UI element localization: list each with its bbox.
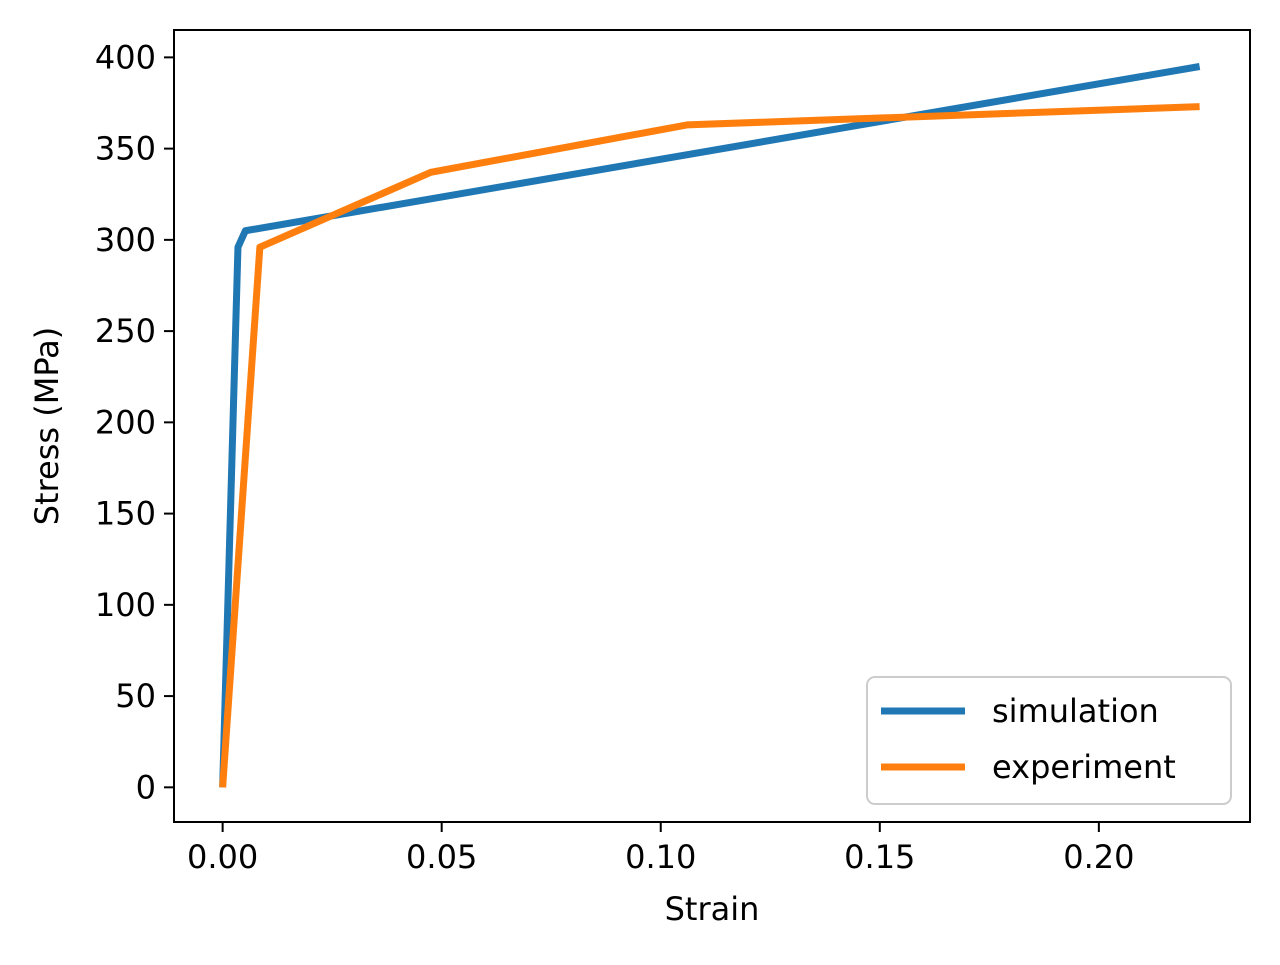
plot-area xyxy=(219,63,1201,788)
x-tick-label: 0.15 xyxy=(844,838,915,876)
x-tick-label: 0.05 xyxy=(406,838,477,876)
y-tick-label: 250 xyxy=(95,312,156,350)
y-tick-label: 150 xyxy=(95,495,156,533)
series-line-experiment xyxy=(219,103,1200,788)
y-tick-label: 400 xyxy=(95,38,156,76)
x-axis-label: Strain xyxy=(665,890,760,928)
axes-frame xyxy=(173,29,1251,823)
y-tick-label: 50 xyxy=(115,677,156,715)
y-tick-label: 0 xyxy=(136,768,156,806)
y-tick-label: 350 xyxy=(95,130,156,168)
x-tick-label: 0.10 xyxy=(625,838,696,876)
y-tick-label: 200 xyxy=(95,403,156,441)
axis-ticks: 0.00 0.05 0.10 0.15 0.20 0 50 100 150 200 250 300 35… xyxy=(95,38,1135,876)
legend-label-experiment: experiment xyxy=(992,748,1176,786)
y-axis-label: Stress (MPa) xyxy=(28,327,66,526)
legend-label-simulation: simulation xyxy=(992,692,1159,730)
y-tick-label: 100 xyxy=(95,586,156,624)
y-tick-label: 300 xyxy=(95,221,156,259)
legend: simulation experiment xyxy=(866,676,1232,805)
series-line-simulation xyxy=(219,63,1201,788)
x-tick-label: 0.00 xyxy=(187,838,258,876)
x-tick-label: 0.20 xyxy=(1063,838,1134,876)
